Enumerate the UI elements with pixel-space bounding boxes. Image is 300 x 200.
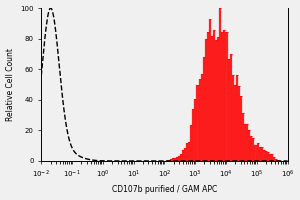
X-axis label: CD107b purified / GAM APC: CD107b purified / GAM APC — [112, 185, 217, 194]
Y-axis label: Relative Cell Count: Relative Cell Count — [6, 48, 15, 121]
